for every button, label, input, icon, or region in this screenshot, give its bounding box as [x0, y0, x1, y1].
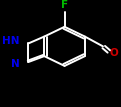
Text: F: F	[61, 0, 68, 10]
Text: HN: HN	[2, 36, 19, 46]
Text: O: O	[110, 48, 118, 58]
Text: N: N	[11, 59, 19, 69]
